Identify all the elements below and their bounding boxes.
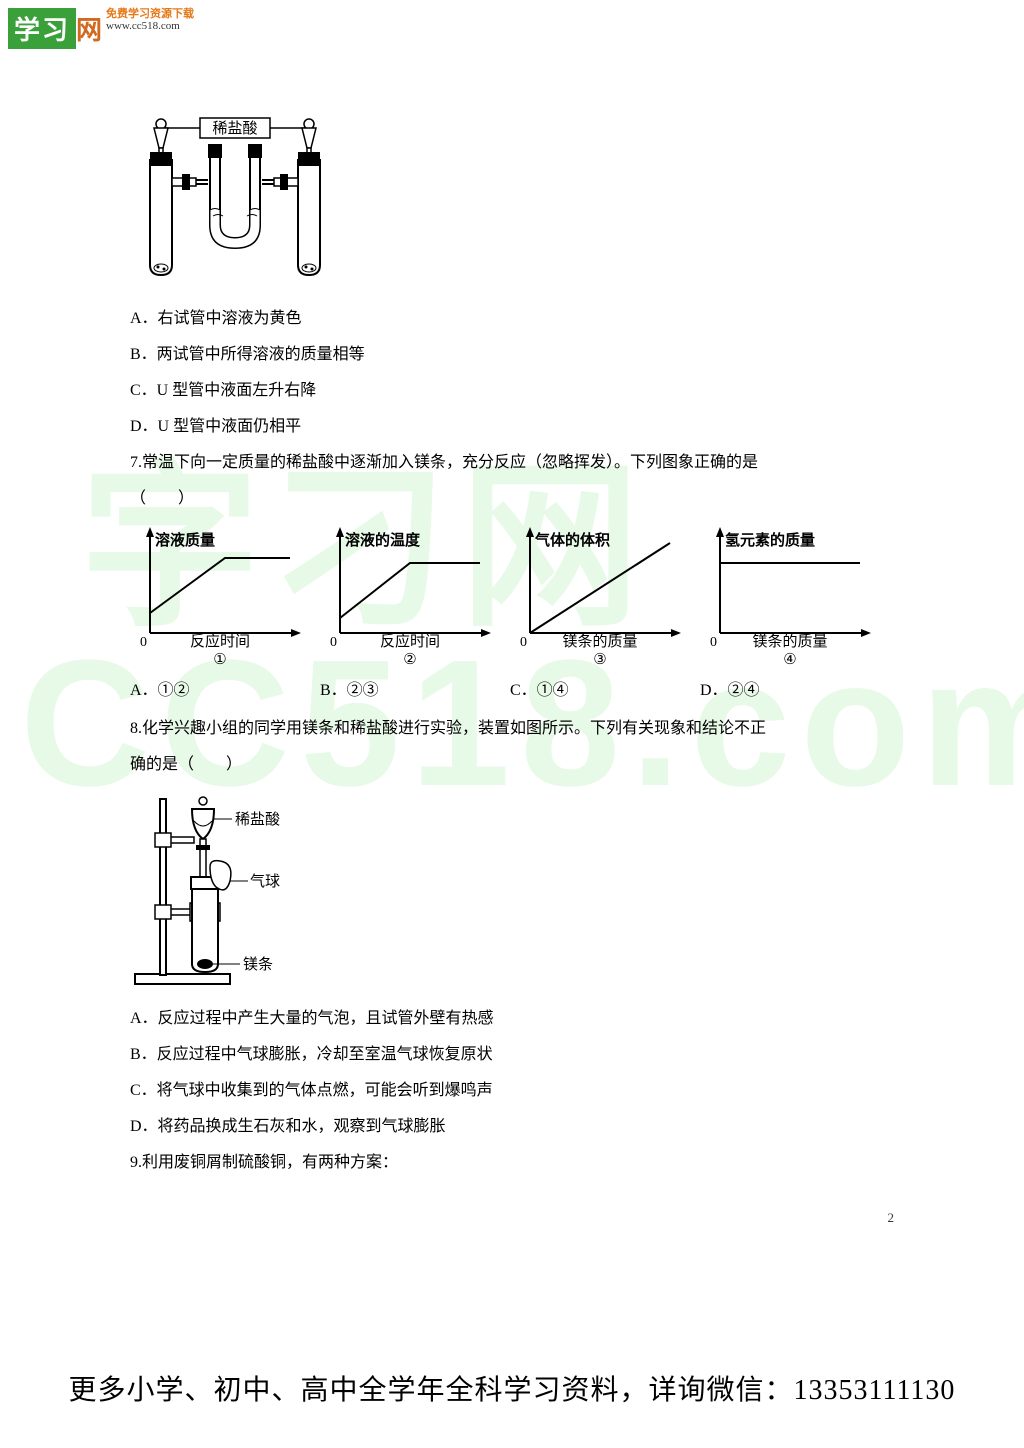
logo-sub-bot: www.cc518.com [106,20,194,32]
chart3-num: ③ [510,650,690,669]
q7-stem: 7.常温下向一定质量的稀盐酸中逐渐加入镁条，充分反应（忽略挥发）。下列图象正确的… [130,447,890,479]
q7-option-b: B．②③ [320,675,510,707]
q6-option-a: A．右试管中溶液为黄色 [130,303,890,335]
logo-wang-text: 网 [76,8,102,49]
q7-charts-row: 溶液质量 0 反应时间 ① 溶液的温度 0 反应时间 ② [130,523,890,669]
q9-stem: 9.利用废铜屑制硫酸铜，有两种方案： [130,1147,890,1179]
chart3-origin: 0 [520,635,527,648]
logo-subtext: 免费学习资源下载 www.cc518.com [106,8,194,32]
chart4-num: ④ [700,650,880,669]
q7-chart-2: 溶液的温度 0 反应时间 ② [320,523,500,669]
logo-main-text: 学习 [8,8,76,49]
q7-chart-3: 气体的体积 0 镁条的质量 ③ [510,523,690,669]
q8-option-a: A．反应过程中产生大量的气泡，且试管外壁有热感 [130,1003,890,1035]
q7-option-a: A．①② [130,675,320,707]
apparatus1-acid-label: 稀盐酸 [212,120,257,137]
q7-paren: （ ） [130,483,890,515]
footer-text: 更多小学、初中、高中全学年全科学习资料，详询微信：13353111130 [0,1368,1024,1408]
q7-chart-1: 溶液质量 0 反应时间 ① [130,523,310,669]
q7-option-c: C．①④ [510,675,700,707]
chart4-ylabel: 氢元素的质量 [725,531,815,549]
q7-options-row: A．①② B．②③ C．①④ D．②④ [130,675,890,707]
chart2-xlabel: 反应时间 [380,632,440,648]
chart2-num: ② [320,650,500,669]
chart3-ylabel: 气体的体积 [534,531,610,549]
q7-chart-4: 氢元素的质量 0 镁条的质量 ④ [700,523,880,669]
q8-stem-2: 确的是（ ） [130,749,890,781]
q6-option-c: C．U 型管中液面左升右降 [130,375,890,407]
apparatus-utube-diagram: 稀盐酸 [130,110,340,285]
q6-option-b: B．两试管中所得溶液的质量相等 [130,339,890,371]
chart2-ylabel: 溶液的温度 [345,531,421,549]
app2-acid-label: 稀盐酸 [235,811,280,828]
chart1-num: ① [130,650,310,669]
chart1-xlabel: 反应时间 [190,632,250,648]
chart4-xlabel: 镁条的质量 [752,633,827,648]
q8-option-d: D．将药品换成生石灰和水，观察到气球膨胀 [130,1111,890,1143]
logo-sub-top: 免费学习资源下载 [106,8,194,20]
site-logo: 学习 网 免费学习资源下载 www.cc518.com [8,8,194,49]
chart4-origin: 0 [710,635,717,648]
chart1-origin: 0 [140,635,147,648]
q7-option-d: D．②④ [700,675,890,707]
q6-option-d: D．U 型管中液面仍相平 [130,411,890,443]
app2-balloon-label: 气球 [250,873,280,890]
chart2-origin: 0 [330,635,337,648]
apparatus-testtube-diagram: 稀盐酸 气球 镁条 [130,789,310,989]
q8-stem-1: 8.化学兴趣小组的同学用镁条和稀盐酸进行实验，装置如图所示。下列有关现象和结论不… [130,713,890,745]
chart3-xlabel: 镁条的质量 [562,633,637,648]
q8-option-b: B．反应过程中气球膨胀，冷却至室温气球恢复原状 [130,1039,890,1071]
app2-mg-label: 镁条 [243,956,273,973]
q8-option-c: C．将气球中收集到的气体点燃，可能会听到爆鸣声 [130,1075,890,1107]
page-number: 2 [888,1210,895,1226]
page-content: 稀盐酸 [130,110,890,1183]
chart1-ylabel: 溶液质量 [155,531,215,549]
